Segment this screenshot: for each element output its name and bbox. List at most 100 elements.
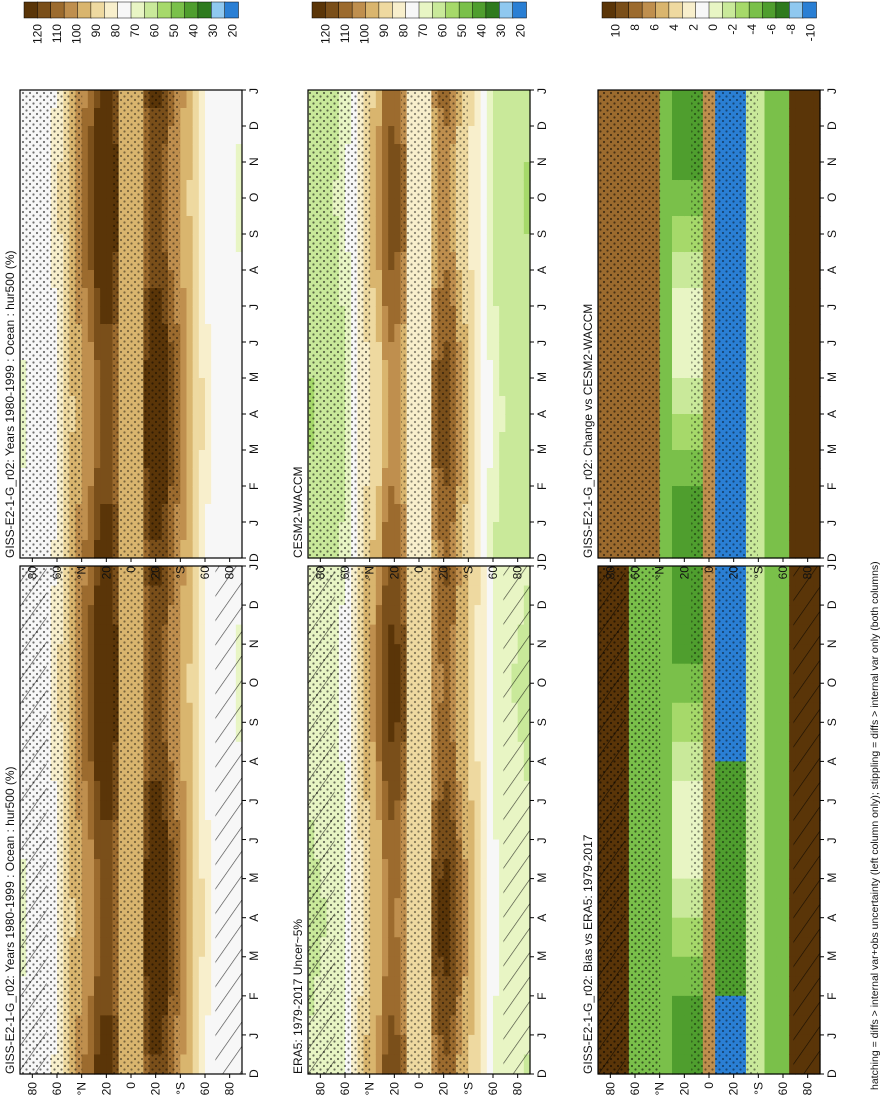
heatmap-cell — [505, 540, 512, 559]
heatmap-cell — [106, 198, 113, 217]
heatmap-cell — [180, 722, 187, 742]
heatmap-cell — [187, 162, 194, 181]
heatmap-cell — [199, 664, 206, 684]
heatmap-cell — [88, 859, 95, 879]
heatmap-cell — [94, 664, 101, 684]
heatmap-cell — [370, 840, 377, 860]
heatmap-cell — [505, 288, 512, 307]
heatmap-cell — [106, 252, 113, 271]
heatmap-cell — [88, 918, 95, 938]
heatmap-cell — [94, 396, 101, 415]
heatmap-cell — [187, 1054, 194, 1074]
heatmap-cell — [100, 504, 107, 523]
heatmap-cell — [180, 800, 187, 820]
heatmap-cell — [106, 898, 113, 918]
heatmap-cell — [370, 342, 377, 361]
heatmap-cell — [518, 324, 525, 343]
heatmap-cell — [370, 625, 377, 645]
heatmap-cell — [499, 360, 506, 379]
heatmap-cell — [468, 540, 475, 559]
heatmap-cell — [777, 800, 784, 820]
heatmap-cell — [394, 108, 401, 127]
heatmap-cell — [388, 586, 395, 606]
heatmap-cell — [499, 468, 506, 487]
heatmap-cell — [376, 324, 383, 343]
heatmap-cell — [180, 1035, 187, 1055]
lat-tick-label: 20 — [149, 1082, 163, 1096]
heatmap-cell — [100, 1054, 107, 1074]
heatmap-cell — [518, 270, 525, 289]
heatmap-cell — [394, 605, 401, 625]
heatmap-cell — [180, 957, 187, 977]
heatmap-cell — [468, 957, 475, 977]
heatmap-cell — [660, 703, 667, 723]
heatmap-cell — [487, 859, 494, 879]
heatmap-cell — [388, 234, 395, 253]
heatmap-cell — [382, 108, 389, 127]
heatmap-cell — [88, 586, 95, 606]
heatmap-cell — [187, 378, 194, 397]
heatmap-cell — [394, 342, 401, 361]
colorbar-tick-label: 60 — [147, 24, 161, 38]
heatmap-cell — [205, 486, 212, 505]
heatmap-cell — [193, 976, 200, 996]
heatmap-cell — [475, 586, 482, 606]
heatmap-cell — [376, 540, 383, 559]
heatmap-cell — [765, 1015, 772, 1035]
heatmap-cell — [382, 879, 389, 899]
heatmap-cell — [394, 414, 401, 433]
heatmap-cell — [382, 722, 389, 742]
heatmap-cell — [493, 288, 500, 307]
heatmap-cell — [487, 144, 494, 163]
heatmap-cell — [684, 644, 691, 664]
heatmap-cell — [678, 644, 685, 664]
heatmap-cell — [660, 761, 667, 781]
heatmap-cell — [211, 522, 218, 541]
heatmap-cell — [193, 396, 200, 415]
month-tick-label: D — [247, 1069, 261, 1078]
heatmap-cell — [518, 252, 525, 271]
heatmap-cell — [481, 522, 488, 541]
heatmap-cell — [370, 270, 377, 289]
colorbar-swatch — [185, 2, 199, 18]
heatmap-cell — [376, 859, 383, 879]
heatmap-cell — [230, 108, 237, 127]
heatmap-cell — [82, 957, 89, 977]
heatmap-cell — [187, 252, 194, 271]
heatmap-cell — [199, 781, 206, 801]
heatmap-cell — [376, 108, 383, 127]
heatmap-cell — [388, 781, 395, 801]
heatmap-cell — [493, 198, 500, 217]
heatmap-cell — [224, 486, 231, 505]
heatmap-cell — [672, 683, 679, 703]
heatmap-cell — [82, 918, 89, 938]
heatmap-cell — [106, 1015, 113, 1035]
heatmap-cell — [88, 742, 95, 762]
heatmap-cell — [224, 126, 231, 145]
colorbar-tick-label: 80 — [109, 24, 123, 38]
heatmap-cell — [370, 450, 377, 469]
heatmap-cell — [106, 976, 113, 996]
heatmap-cell — [475, 996, 482, 1016]
colorbar-swatch — [432, 2, 446, 18]
heatmap-cell — [487, 234, 494, 253]
heatmap-cell — [199, 859, 206, 879]
heatmap-cell — [487, 180, 494, 199]
heatmap-cell — [481, 270, 488, 289]
heatmap-cell — [512, 234, 519, 253]
heatmap-cell — [88, 270, 95, 289]
heatmap-cell — [394, 840, 401, 860]
heatmap-cell — [518, 126, 525, 145]
heatmap-cell — [678, 879, 685, 899]
colorbar-swatch — [459, 2, 473, 18]
heatmap-cell — [758, 1015, 765, 1035]
heatmap-cell — [765, 761, 772, 781]
lat-tick-label: 60 — [50, 566, 64, 580]
heatmap-cell — [211, 378, 218, 397]
heatmap-cell — [106, 126, 113, 145]
heatmap-cell — [382, 540, 389, 559]
heatmap-cell — [758, 898, 765, 918]
heatmap-cell — [187, 703, 194, 723]
